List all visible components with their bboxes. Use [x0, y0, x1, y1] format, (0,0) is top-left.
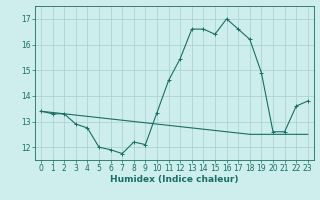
X-axis label: Humidex (Indice chaleur): Humidex (Indice chaleur) [110, 175, 239, 184]
